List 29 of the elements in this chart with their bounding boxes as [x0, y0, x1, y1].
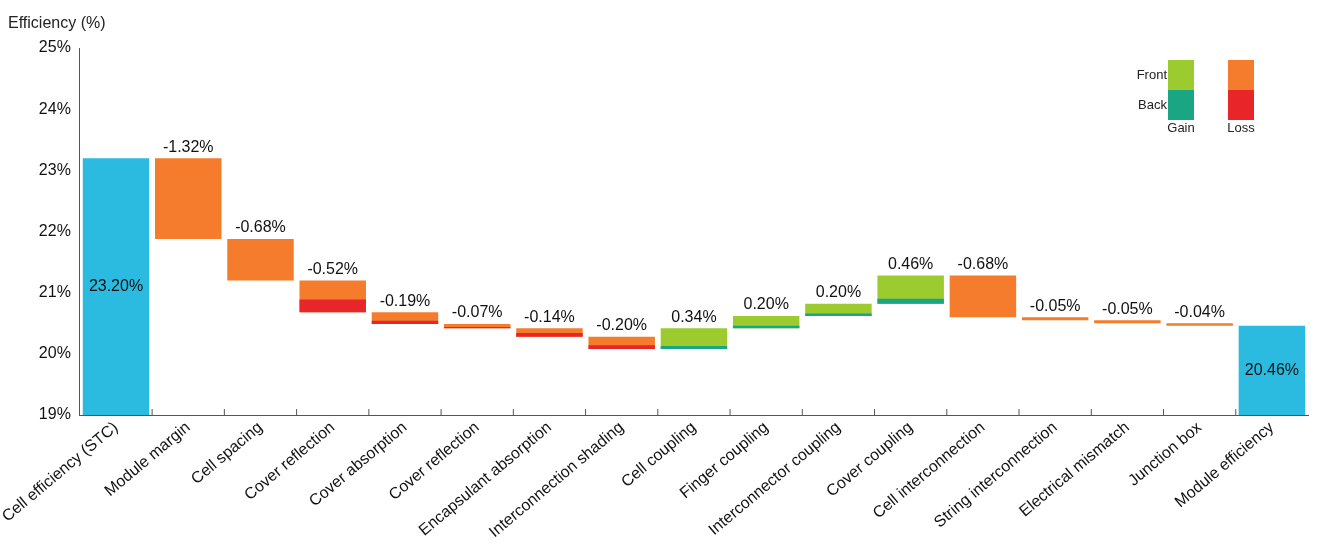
- y-tick-label: 22%: [38, 221, 71, 239]
- data-label: 0.20%: [743, 295, 789, 313]
- y-tick-label: 21%: [38, 283, 71, 301]
- data-label: 0.20%: [815, 283, 862, 301]
- data-label: -0.05%: [1102, 299, 1153, 317]
- data-label: -0.52%: [307, 259, 359, 277]
- y-tick-label: 25%: [38, 38, 71, 56]
- y-axis-title: Efficiency (%): [8, 14, 106, 32]
- data-label: 0.46%: [887, 255, 934, 272]
- y-tick-label: 19%: [38, 405, 71, 423]
- data-label: 23.20%: [88, 277, 144, 295]
- y-tick-label: 23%: [38, 160, 71, 178]
- y-tick-label: 20%: [38, 344, 71, 362]
- data-label: -0.68%: [957, 255, 1009, 272]
- legend-label: Back: [1138, 96, 1168, 112]
- annotation: Loss: [1227, 120, 1256, 136]
- data-label: -1.32%: [162, 137, 214, 155]
- data-label: 0.34%: [671, 307, 717, 325]
- data-label: -0.07%: [451, 303, 503, 321]
- data-label: 20.46%: [1244, 360, 1300, 378]
- data-label: -0.19%: [379, 291, 431, 309]
- data-label: -0.14%: [524, 307, 575, 325]
- annotation: Gain: [1167, 120, 1195, 136]
- data-label: -0.04%: [1174, 302, 1225, 320]
- data-label: -0.68%: [235, 218, 286, 236]
- data-label: -0.05%: [1029, 296, 1081, 314]
- data-label: -0.20%: [596, 316, 648, 334]
- y-tick-label: 24%: [38, 99, 71, 117]
- legend-label: Front: [1136, 66, 1168, 82]
